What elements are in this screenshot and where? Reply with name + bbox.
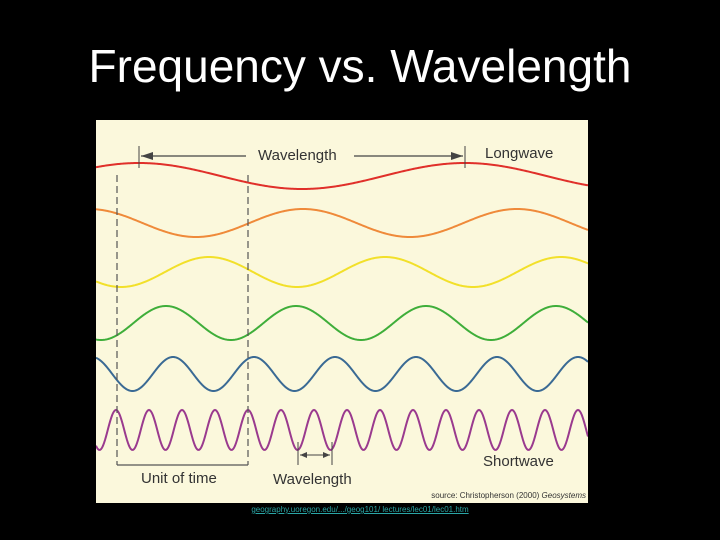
short-arrowhead-left-icon (300, 452, 307, 458)
wave-purple (96, 408, 588, 451)
wave-yellow (96, 255, 588, 289)
source-title: Geosystems (541, 491, 586, 500)
short-arrowhead-right-icon (323, 452, 330, 458)
source-link[interactable]: geography.uoregon.edu/.../geog101/ lectu… (251, 505, 469, 514)
arrowhead-right-icon (451, 152, 463, 160)
unit-of-time-label: Unit of time (141, 470, 217, 487)
arrowhead-left-icon (141, 152, 153, 160)
source-citation: source: Christopherson (2000) Geosystems (431, 491, 586, 500)
wave-orange (96, 207, 588, 239)
slide-title: Frequency vs. Wavelength (88, 40, 632, 92)
source-prefix: source: Christopherson (2000) (431, 491, 542, 500)
longwave-label: Longwave (485, 145, 554, 162)
wave-diagram: Wavelength Longwave Shortwave Unit of ti… (96, 120, 588, 503)
waves-svg (96, 146, 588, 466)
wavelength-label-top: Wavelength (258, 147, 337, 164)
wave-red (96, 162, 588, 190)
wavelength-label-bottom: Wavelength (273, 471, 352, 488)
wave-blue (96, 355, 588, 392)
shortwave-label: Shortwave (483, 453, 554, 470)
wave-green (96, 304, 588, 342)
